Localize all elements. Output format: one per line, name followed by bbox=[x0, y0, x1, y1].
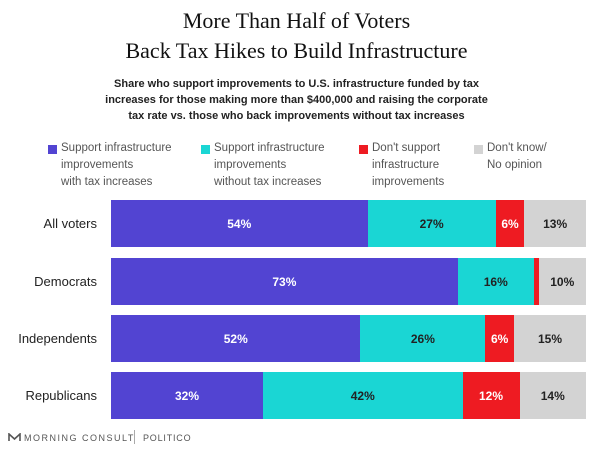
morning-consult-mark-icon bbox=[8, 432, 21, 444]
data-label-all-voters-series-3: 6% bbox=[501, 216, 519, 231]
data-label-democrats-series-2: 16% bbox=[483, 274, 508, 289]
category-label-independents: Independents bbox=[18, 330, 97, 346]
bar-segment-all-voters-series-2 bbox=[367, 200, 496, 247]
data-label-republicans-series-2: 42% bbox=[350, 388, 375, 403]
bar-segment-independents-series-4 bbox=[514, 315, 586, 362]
bar-segment-all-voters-series-3 bbox=[495, 200, 525, 247]
legend-label-2-line-1: Support infrastructure bbox=[214, 142, 325, 154]
bar-segment-republicans-series-2 bbox=[263, 372, 463, 419]
bar-segment-democrats-series-1 bbox=[111, 258, 458, 305]
chart-subtitle-line-2: increases for those making more than $40… bbox=[105, 94, 488, 106]
data-label-independents-series-3: 6% bbox=[490, 331, 509, 346]
politico-logo: POLITICO bbox=[143, 433, 192, 443]
category-label-republicans: Republicans bbox=[25, 387, 97, 403]
legend-label-2: Support infrastructure improvements withou… bbox=[214, 140, 325, 191]
legend-label-1: Support infrastructure improvements with t… bbox=[61, 140, 172, 191]
legend-swatch-3 bbox=[359, 145, 368, 154]
legend-label-3-line-2: infrastructure bbox=[372, 159, 440, 171]
data-label-republicans-series-1: 32% bbox=[174, 388, 200, 403]
bar-segment-republicans-series-3 bbox=[462, 372, 520, 419]
data-label-democrats-series-1: 73% bbox=[272, 274, 297, 289]
legend-label-1-line-3: with tax increases bbox=[61, 176, 153, 188]
bar-segment-democrats-series-4 bbox=[538, 258, 586, 305]
data-label-independents-series-2: 26% bbox=[410, 331, 435, 346]
legend-label-2-line-2: improvements bbox=[214, 159, 287, 171]
bar-segment-independents-series-2 bbox=[360, 315, 486, 362]
data-label-democrats-series-4: 10% bbox=[550, 274, 575, 289]
bar-segment-democrats-series-3 bbox=[533, 258, 539, 305]
chart-subtitle-line-3: tax rate vs. those who back improvements… bbox=[128, 110, 465, 122]
chart-title-line-2: Back Tax Hikes to Build Infrastructure bbox=[125, 38, 468, 63]
legend-label-3-line-3: improvements bbox=[372, 176, 445, 188]
bar-segment-independents-series-1 bbox=[111, 315, 361, 362]
chart-title: More Than Half of Voters Back Tax Hikes … bbox=[0, 6, 593, 66]
legend-label-3-line-1: Don't support bbox=[372, 142, 441, 154]
bar-segment-all-voters-series-1 bbox=[111, 200, 368, 247]
legend-label-3: Don't support infrastructure improvements bbox=[372, 140, 444, 191]
chart-subtitle: Share who support improvements to U.S. i… bbox=[70, 76, 523, 124]
category-label-all-voters: All voters bbox=[43, 215, 97, 231]
footer-divider bbox=[134, 430, 135, 444]
morning-consult-logo: MORNING CONSULT bbox=[8, 432, 135, 444]
legend-label-4: Don't know/No opinion bbox=[487, 140, 547, 174]
data-label-all-voters-series-4: 13% bbox=[543, 216, 568, 231]
legend-label-2-line-3: without tax increases bbox=[214, 176, 322, 188]
data-label-all-voters-series-1: 54% bbox=[227, 216, 252, 231]
bar-segment-republicans-series-1 bbox=[111, 372, 263, 419]
data-label-independents-series-1: 52% bbox=[223, 331, 248, 346]
chart-title-line-1: More Than Half of Voters bbox=[182, 8, 411, 33]
legend-label-4-line-2: No opinion bbox=[487, 159, 542, 171]
chart-subtitle-line-1: Share who support improvements to U.S. i… bbox=[114, 78, 479, 90]
bar-segment-republicans-series-4 bbox=[519, 372, 586, 419]
data-label-independents-series-4: 15% bbox=[537, 331, 563, 346]
data-label-republicans-series-3: 12% bbox=[478, 388, 504, 403]
bar-segment-all-voters-series-4 bbox=[524, 200, 586, 247]
legend-label-1-line-2: improvements bbox=[61, 159, 134, 171]
bar-segment-independents-series-3 bbox=[485, 315, 515, 362]
legend-swatch-4 bbox=[474, 145, 483, 154]
morning-consult-text: MORNING CONSULT bbox=[24, 433, 135, 443]
data-label-all-voters-series-2: 27% bbox=[419, 216, 444, 231]
legend-label-1-line-1: Support infrastructure bbox=[61, 142, 172, 154]
bar-segment-democrats-series-2 bbox=[457, 258, 534, 305]
category-label-democrats: Democrats bbox=[34, 273, 97, 289]
legend-swatch-1 bbox=[48, 145, 57, 154]
legend-label-4-line-1: Don't know/ bbox=[487, 142, 547, 154]
legend-swatch-2 bbox=[201, 145, 210, 154]
data-label-republicans-series-4: 14% bbox=[540, 388, 565, 403]
